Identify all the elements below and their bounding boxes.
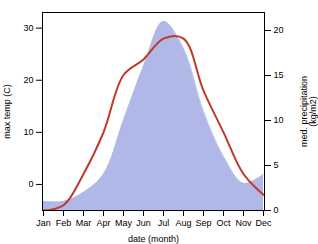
svg-text:Jul: Jul (158, 218, 170, 228)
svg-text:Oct: Oct (216, 218, 231, 228)
svg-text:0: 0 (274, 205, 279, 215)
svg-text:30: 30 (23, 23, 33, 33)
svg-text:Feb: Feb (56, 218, 72, 228)
svg-text:Apr: Apr (96, 218, 110, 228)
svg-text:Jan: Jan (36, 218, 51, 228)
svg-text:5: 5 (274, 160, 279, 170)
svg-text:15: 15 (274, 70, 284, 80)
svg-text:10: 10 (274, 115, 284, 125)
svg-text:Dec: Dec (255, 218, 272, 228)
svg-text:May: May (115, 218, 133, 228)
svg-text:Nov: Nov (235, 218, 252, 228)
svg-text:Mar: Mar (76, 218, 92, 228)
svg-text:med. precipitation(kg/m2): med. precipitation(kg/m2) (299, 76, 318, 147)
svg-text:Sep: Sep (195, 218, 211, 228)
svg-text:20: 20 (23, 75, 33, 85)
svg-text:10: 10 (23, 127, 33, 137)
svg-text:Jun: Jun (136, 218, 151, 228)
svg-text:Aug: Aug (175, 218, 191, 228)
svg-text:20: 20 (274, 25, 284, 35)
svg-text:0: 0 (28, 179, 33, 189)
svg-text:max temp (C): max temp (C) (2, 84, 12, 139)
svg-text:date (month): date (month) (128, 234, 179, 244)
